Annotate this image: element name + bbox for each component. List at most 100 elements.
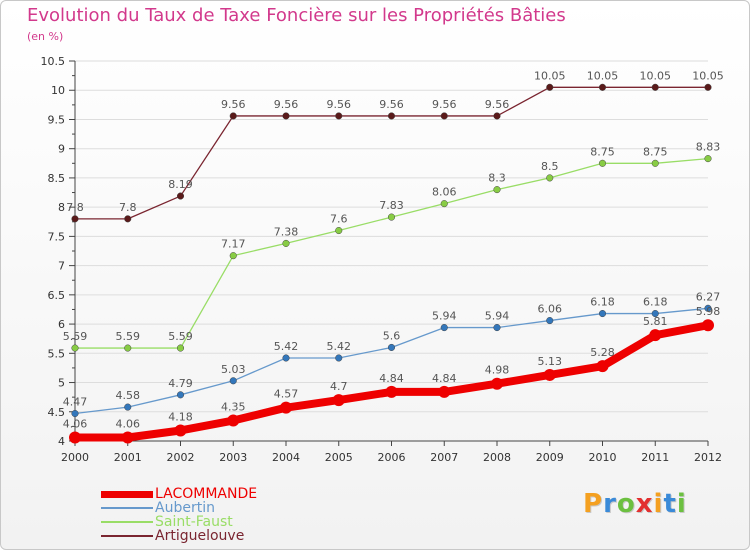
x-tick-label: 2001 [114, 451, 142, 464]
logo-letter: i [676, 489, 687, 519]
data-point [493, 112, 501, 120]
data-label: 6.27 [696, 290, 721, 303]
data-label: 4.79 [168, 377, 193, 390]
legend-swatch [101, 490, 153, 498]
data-label: 8.75 [643, 145, 668, 158]
data-point [176, 391, 185, 399]
data-label: 8.83 [696, 141, 721, 154]
data-label: 4.84 [379, 372, 404, 385]
data-label: 5.94 [432, 310, 457, 323]
data-point [176, 344, 185, 352]
data-label: 5.98 [696, 305, 721, 318]
y-tick-label: 6.5 [48, 289, 66, 302]
y-tick-label: 8.5 [48, 172, 66, 185]
data-point [493, 324, 501, 332]
data-point [229, 112, 237, 120]
y-tick-label: 5 [58, 377, 65, 390]
data-label: 5.94 [485, 310, 510, 323]
data-label: 5.28 [590, 346, 615, 359]
series-lacommande: 4.06 4.06 4.18 4.35 4.57 4.7 4.84 4.84 4.98 5.13 5… [63, 305, 721, 444]
data-label: 8.3 [488, 172, 506, 185]
chart-title: Evolution du Taux de Taxe Foncière sur l… [27, 5, 566, 26]
data-label: 9.56 [274, 98, 299, 111]
logo-letter: t [663, 489, 677, 519]
data-label: 4.18 [168, 410, 193, 423]
data-point [280, 401, 292, 414]
data-point [227, 414, 240, 427]
x-tick-label: 2008 [483, 451, 511, 464]
y-tick-label: 5.5 [48, 347, 66, 360]
data-point [71, 409, 79, 418]
data-point [335, 354, 343, 362]
data-label: 4.84 [432, 372, 457, 385]
data-point [704, 304, 712, 312]
data-point [704, 155, 712, 163]
data-label: 9.56 [379, 98, 404, 111]
data-label: 10.05 [534, 69, 566, 82]
logo-letter: i [653, 489, 664, 519]
data-label: 7.8 [119, 201, 137, 214]
data-label: 6.06 [538, 303, 563, 316]
x-tick-label: 2002 [167, 451, 195, 464]
data-label: 6.18 [590, 296, 615, 309]
x-tick-label: 2009 [536, 451, 564, 464]
y-tick-label: 8 [58, 201, 65, 214]
logo-letter: P [583, 489, 604, 519]
data-label: 4.06 [116, 417, 141, 430]
data-label: 5.59 [116, 330, 141, 343]
data-point [124, 344, 132, 352]
x-axis-ticks: 2000 2001 2002 2003 2004 2005 2006 2007 2008 2009… [61, 441, 722, 464]
y-tick-label: 6 [58, 318, 65, 331]
data-label: 5.6 [383, 329, 401, 342]
data-point [651, 159, 659, 167]
data-point [282, 112, 290, 120]
y-unit-label: (en %) [27, 30, 64, 43]
y-tick-label: 10.5 [41, 55, 66, 68]
data-point [387, 112, 396, 120]
legend-swatch [101, 521, 153, 523]
data-label: 9.56 [327, 98, 352, 111]
data-label: 7.8 [66, 201, 84, 214]
data-point [546, 174, 554, 182]
data-label: 7.6 [330, 213, 348, 226]
data-label: 8.19 [168, 178, 193, 191]
data-point [229, 377, 237, 385]
data-point [493, 186, 501, 194]
data-point [387, 213, 396, 221]
data-label: 9.56 [221, 98, 246, 111]
data-point [121, 431, 134, 444]
legend-label: Saint-Faust [155, 514, 233, 530]
x-tick-label: 2011 [641, 451, 669, 464]
logo-letter: r [603, 489, 617, 519]
data-point [335, 112, 343, 120]
data-point [229, 252, 237, 260]
data-point [332, 394, 345, 407]
data-point [440, 200, 448, 208]
data-label: 8.5 [541, 160, 559, 173]
data-point [651, 83, 659, 91]
data-point [124, 215, 132, 223]
y-axis-ticks: 4 4.5 5 5.5 6 6.5 7 7.5 8 8.5 9 9.5 10 10.5 [41, 55, 708, 448]
data-label: 4.7 [330, 380, 348, 393]
data-label: 10.05 [640, 69, 672, 82]
data-point [651, 310, 659, 318]
legend-label: Artiguelouve [155, 528, 245, 544]
data-label: 7.83 [379, 199, 404, 212]
x-tick-label: 2012 [694, 451, 722, 464]
y-tick-label: 9 [58, 143, 65, 156]
x-tick-label: 2005 [325, 451, 353, 464]
data-point [546, 83, 554, 91]
data-point [440, 112, 448, 120]
data-label: 4.98 [485, 364, 510, 377]
series-saint-faust: 5.59 5.59 5.59 7.17 7.38 7.6 7.83 8.06 8.3 8.5 8.7… [63, 141, 721, 352]
y-tick-label: 9.5 [48, 113, 66, 126]
proxiti-logo: Proxiti [583, 489, 687, 519]
data-label: 9.56 [485, 98, 510, 111]
logo-letter: x [635, 489, 654, 519]
data-point [387, 343, 396, 352]
legend-swatch [101, 535, 153, 537]
x-tick-label: 2000 [61, 451, 89, 464]
data-point [546, 317, 554, 325]
data-label: 4.58 [116, 389, 141, 402]
